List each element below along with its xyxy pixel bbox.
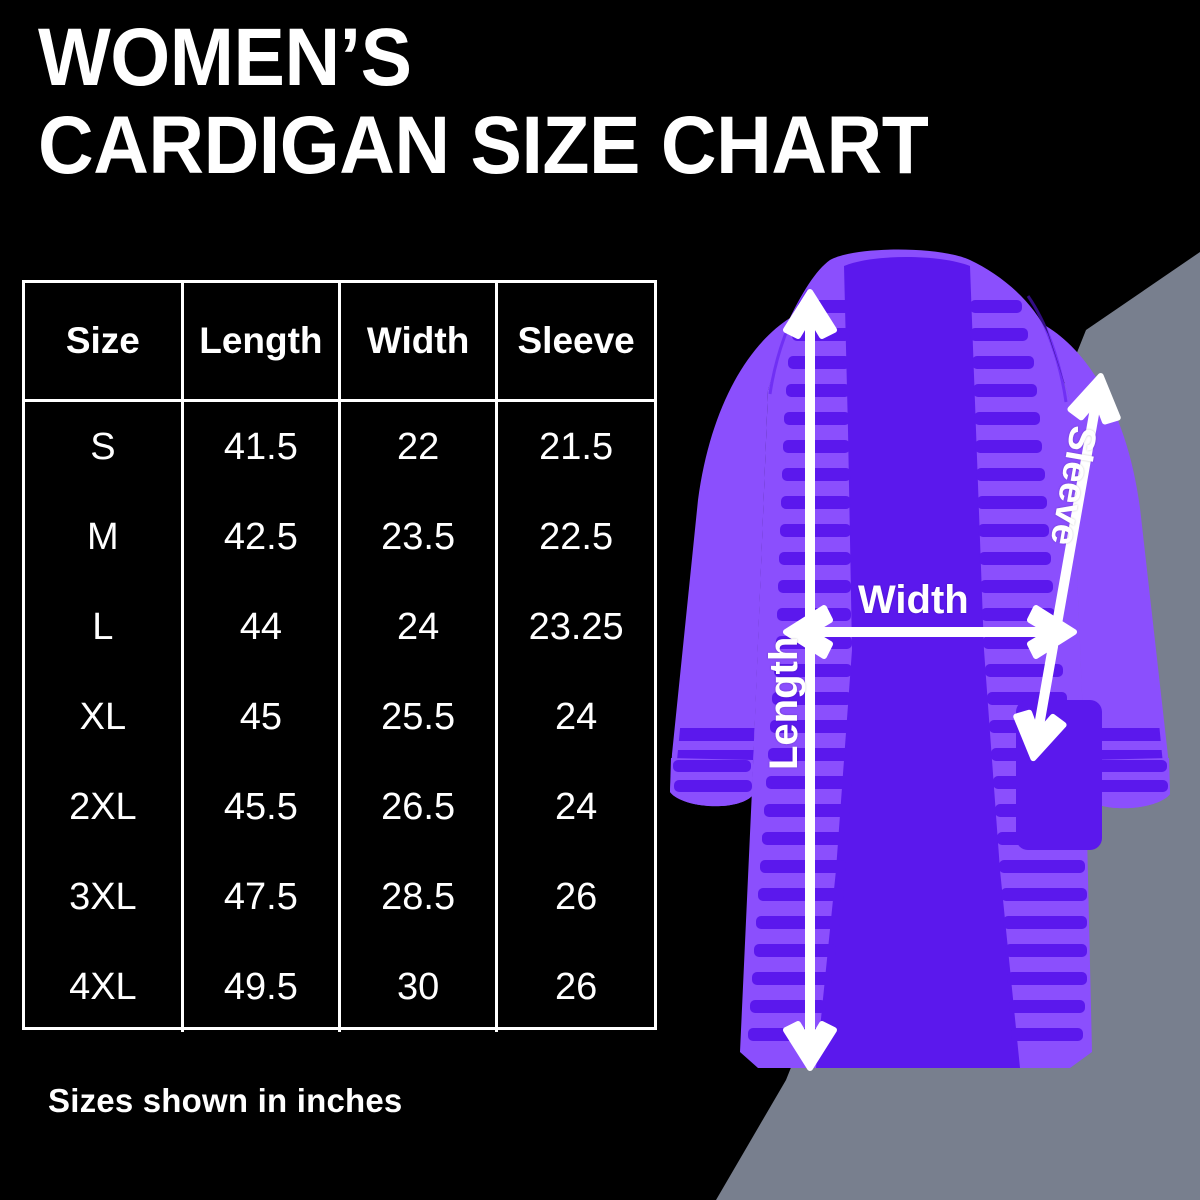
cell-sleeve: 23.25 (528, 605, 624, 648)
size-table: Size Length Width Sleeve S 41.5 22 21.5 … (25, 283, 654, 1032)
cardigan-svg (670, 249, 1170, 1071)
column-header-size: Size (25, 283, 184, 402)
column-header-width: Width (339, 283, 499, 402)
cell-size: L (25, 582, 184, 672)
column-header-sleeve: Sleeve (496, 283, 654, 402)
table-row: 4XL 49.5 30 26 (25, 942, 654, 1032)
cell-sleeve: 24 (554, 785, 598, 828)
size-table-container: Size Length Width Sleeve S 41.5 22 21.5 … (22, 280, 657, 1032)
table-row: XL 45 25.5 24 (25, 672, 654, 762)
cell-width: 23.5 (339, 492, 499, 582)
cell-length: 44 (182, 582, 342, 672)
table-row: M 42.5 23.5 22.5 (25, 492, 654, 582)
cell-size: XL (25, 672, 184, 762)
cell-sleeve: 26 (554, 965, 598, 1008)
cell-length: 42.5 (182, 492, 342, 582)
right-cuff-stripes (1089, 760, 1168, 792)
cell-length: 47.5 (182, 852, 342, 942)
cell-length: 45.5 (182, 762, 342, 852)
cell-size: 4XL (25, 942, 184, 1032)
cell-width: 26.5 (339, 762, 499, 852)
units-note: Sizes shown in inches (48, 1082, 403, 1119)
cell-width: 28.5 (339, 852, 499, 942)
cell-size: 3XL (25, 852, 184, 942)
length-arrow (783, 289, 837, 1071)
cell-width: 22 (339, 400, 499, 492)
cell-size: S (25, 400, 184, 492)
right-sleeve (1046, 326, 1170, 809)
page-title: WOMEN’S CARDIGAN SIZE CHART (38, 14, 1048, 190)
title-line-1: WOMEN’S (38, 12, 412, 103)
cell-sleeve: 24 (554, 695, 598, 738)
cell-length: 41.5 (182, 400, 342, 492)
cell-width: 24 (339, 582, 499, 672)
cell-sleeve: 26 (554, 875, 598, 918)
cell-length: 45 (182, 672, 342, 762)
table-row: 2XL 45.5 26.5 24 (25, 762, 654, 852)
center-panel (816, 257, 1020, 1068)
cell-width: 30 (339, 942, 499, 1032)
cell-size: M (25, 492, 184, 582)
right-shoulder-seam (1026, 295, 1068, 403)
title-line-2: CARDIGAN SIZE CHART (38, 100, 929, 191)
cell-sleeve: 21.5 (539, 425, 614, 468)
cell-sleeve: 22.5 (539, 515, 614, 558)
column-header-length: Length (182, 283, 342, 402)
table-row: L 44 24 23.25 (25, 582, 654, 672)
cell-size: 2XL (25, 762, 184, 852)
cell-width: 25.5 (339, 672, 499, 762)
table-row: S 41.5 22 21.5 (25, 400, 654, 492)
table-header-row: Size Length Width Sleeve (25, 283, 654, 402)
left-sleeve (670, 318, 790, 807)
table-row: 3XL 47.5 28.5 26 (25, 852, 654, 942)
width-measure-label: Width (858, 578, 969, 622)
left-cuff-stripes (673, 760, 752, 792)
sleeve-arrow (1013, 373, 1121, 762)
length-measure-label: Length (762, 636, 806, 770)
cell-length: 49.5 (182, 942, 342, 1032)
cardigan-illustration (640, 230, 1200, 1200)
